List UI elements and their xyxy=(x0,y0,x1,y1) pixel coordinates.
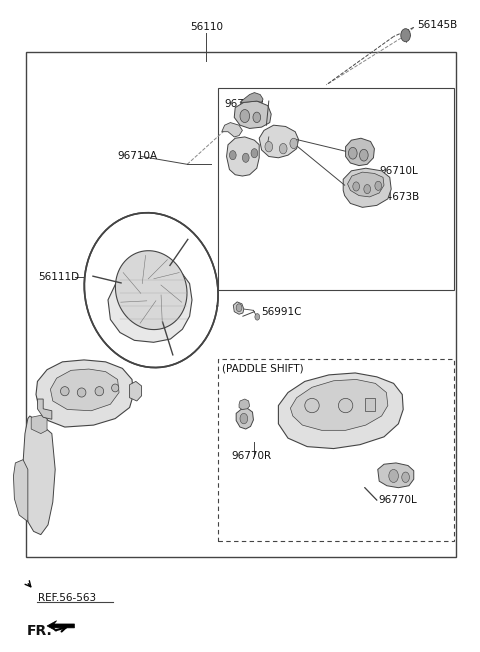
Polygon shape xyxy=(130,381,142,401)
Text: 96770R: 96770R xyxy=(232,451,272,462)
Polygon shape xyxy=(37,399,52,419)
Polygon shape xyxy=(108,264,192,342)
Polygon shape xyxy=(50,369,119,411)
Polygon shape xyxy=(348,172,384,197)
Text: 96770L: 96770L xyxy=(378,495,417,505)
Ellipse shape xyxy=(111,384,119,392)
Text: 96710A: 96710A xyxy=(118,151,158,162)
Polygon shape xyxy=(343,168,391,207)
Circle shape xyxy=(240,413,248,424)
Text: 56111D: 56111D xyxy=(38,272,80,282)
Text: 56991C: 56991C xyxy=(262,306,302,317)
Polygon shape xyxy=(259,125,299,158)
Text: FR.: FR. xyxy=(26,624,52,638)
Polygon shape xyxy=(346,138,374,166)
Circle shape xyxy=(279,143,287,154)
Circle shape xyxy=(242,153,249,162)
Bar xyxy=(218,359,454,541)
Polygon shape xyxy=(84,213,218,368)
Text: 56110: 56110 xyxy=(190,22,223,33)
Polygon shape xyxy=(240,93,263,102)
Text: 56170B: 56170B xyxy=(47,373,87,383)
Text: 84673B: 84673B xyxy=(379,192,420,202)
Polygon shape xyxy=(290,379,388,430)
Ellipse shape xyxy=(338,398,353,413)
Polygon shape xyxy=(31,415,47,434)
Circle shape xyxy=(265,141,273,152)
Polygon shape xyxy=(115,251,187,330)
Polygon shape xyxy=(239,399,250,409)
Polygon shape xyxy=(23,416,55,535)
Circle shape xyxy=(402,472,409,482)
Polygon shape xyxy=(233,302,244,314)
Circle shape xyxy=(240,110,250,123)
Circle shape xyxy=(348,147,357,159)
Polygon shape xyxy=(234,101,271,128)
Polygon shape xyxy=(13,460,28,522)
Circle shape xyxy=(255,314,260,320)
Circle shape xyxy=(401,29,410,42)
Ellipse shape xyxy=(305,398,319,413)
Text: (PADDLE SHIFT): (PADDLE SHIFT) xyxy=(222,363,304,374)
Bar xyxy=(218,88,454,290)
Text: 56145B: 56145B xyxy=(418,20,458,30)
Circle shape xyxy=(353,182,360,191)
Polygon shape xyxy=(378,463,414,488)
Ellipse shape xyxy=(77,388,86,397)
Polygon shape xyxy=(236,408,253,429)
Circle shape xyxy=(236,304,242,312)
Text: 96710L: 96710L xyxy=(379,166,418,177)
Circle shape xyxy=(251,149,258,158)
Ellipse shape xyxy=(95,387,104,396)
Circle shape xyxy=(375,181,382,190)
Polygon shape xyxy=(278,373,403,449)
Circle shape xyxy=(253,112,261,123)
Polygon shape xyxy=(47,621,74,631)
Bar xyxy=(26,52,456,557)
Text: REF.56-563: REF.56-563 xyxy=(38,593,96,603)
Circle shape xyxy=(229,151,236,160)
Polygon shape xyxy=(365,398,375,411)
Circle shape xyxy=(360,149,368,161)
Circle shape xyxy=(389,469,398,482)
Polygon shape xyxy=(36,360,133,427)
Polygon shape xyxy=(222,123,242,137)
Ellipse shape xyxy=(60,387,69,396)
Text: 96710R: 96710R xyxy=(225,99,265,110)
Circle shape xyxy=(364,185,371,194)
Circle shape xyxy=(290,138,298,149)
Polygon shape xyxy=(227,137,259,176)
